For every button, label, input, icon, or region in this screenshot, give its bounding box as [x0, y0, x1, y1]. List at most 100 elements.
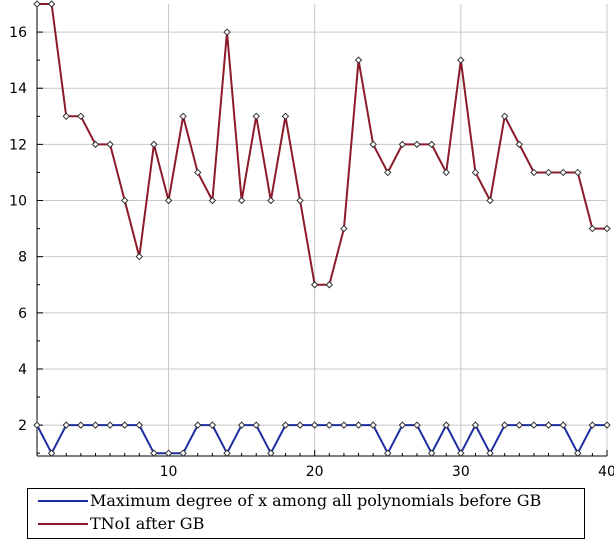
- data-point-s2-19: [296, 196, 304, 205]
- data-point-s2-28: [427, 140, 436, 149]
- data-point-s2-13: [208, 196, 217, 205]
- data-point-s1-25: [384, 449, 392, 457]
- data-point-s1-31: [471, 421, 480, 429]
- data-point-s1-32: [486, 449, 494, 457]
- legend-item-series-1: Maximum degree of x among all polynomial…: [28, 489, 584, 513]
- data-point-s2-5: [91, 140, 100, 149]
- x-tick-label-20: 20: [306, 464, 324, 480]
- data-point-s2-37: [559, 168, 567, 177]
- data-point-s1-33: [500, 421, 509, 429]
- data-point-s2-4: [77, 112, 85, 121]
- data-point-s2-35: [530, 168, 538, 177]
- data-point-s1-39: [588, 421, 597, 429]
- y-tick-label-2: 2: [18, 418, 27, 434]
- data-point-s1-13: [208, 421, 217, 429]
- data-point-s1-29: [442, 421, 450, 429]
- series-lines: [33, 0, 611, 457]
- y-tick-label-4: 4: [18, 362, 27, 378]
- data-point-s1-4: [77, 421, 85, 429]
- data-point-s1-38: [574, 449, 582, 457]
- data-point-s2-34: [515, 140, 524, 149]
- data-point-s2-26: [398, 140, 407, 149]
- data-point-s1-19: [296, 421, 304, 429]
- data-point-s1-17: [267, 449, 275, 457]
- data-point-s1-23: [354, 421, 363, 429]
- data-point-s2-40: [603, 224, 611, 233]
- data-point-s1-24: [369, 421, 377, 429]
- data-point-s1-35: [530, 421, 538, 429]
- data-point-s1-11: [179, 449, 187, 457]
- data-point-s1-12: [194, 421, 202, 429]
- data-point-s1-10: [164, 449, 173, 457]
- data-point-s1-6: [106, 421, 114, 429]
- data-point-s2-39: [588, 224, 597, 233]
- data-point-s2-3: [62, 112, 70, 121]
- axes: [36, 3, 608, 457]
- data-point-s2-25: [384, 168, 392, 177]
- y-tick-label-6: 6: [18, 306, 27, 322]
- data-point-s2-10: [164, 196, 173, 205]
- data-point-s1-26: [398, 421, 407, 429]
- data-point-s2-31: [471, 168, 480, 177]
- data-point-s2-33: [500, 112, 509, 121]
- data-point-s1-14: [223, 449, 231, 457]
- x-tick-label-10: 10: [160, 464, 178, 480]
- data-point-s1-7: [120, 421, 129, 429]
- y-tick-label-10: 10: [9, 194, 27, 210]
- data-point-s2-1: [33, 0, 41, 8]
- data-point-s1-18: [281, 421, 290, 429]
- series-line-1: [36, 424, 607, 455]
- data-point-s1-40: [603, 421, 611, 429]
- data-point-s2-20: [310, 281, 319, 289]
- data-point-s2-29: [442, 168, 450, 177]
- series-line-2: [37, 3, 607, 286]
- data-point-s2-17: [267, 196, 275, 205]
- data-point-s1-22: [340, 421, 348, 429]
- legend-label-series-1: Maximum degree of x among all polynomial…: [90, 491, 542, 510]
- y-tick-label-12: 12: [9, 137, 27, 153]
- data-point-s1-21: [325, 421, 334, 429]
- data-point-s2-21: [325, 281, 334, 289]
- data-point-s1-1: [33, 421, 41, 429]
- data-point-s2-24: [369, 140, 377, 149]
- data-point-s1-16: [252, 421, 260, 429]
- legend-item-series-2: TNoI after GB: [28, 512, 584, 536]
- data-point-s2-9: [150, 140, 158, 149]
- data-point-s2-16: [252, 112, 260, 121]
- legend-label-series-2: TNoI after GB: [90, 514, 205, 533]
- data-point-s1-8: [135, 421, 144, 429]
- data-point-s2-8: [135, 252, 144, 261]
- data-point-s2-38: [574, 168, 582, 177]
- data-point-s2-12: [194, 168, 202, 177]
- x-tick-label-30: 30: [452, 464, 470, 480]
- data-point-s1-27: [413, 421, 421, 429]
- data-point-s1-3: [62, 421, 70, 429]
- data-point-s2-18: [281, 112, 290, 121]
- data-point-s2-7: [120, 196, 129, 205]
- data-point-s2-30: [457, 56, 465, 64]
- data-point-s2-36: [544, 168, 553, 177]
- y-tick-label-8: 8: [18, 250, 27, 266]
- x-tick-label-40: 40: [598, 464, 614, 480]
- data-point-s2-11: [179, 112, 187, 121]
- data-point-s2-15: [237, 196, 246, 205]
- data-point-s1-34: [515, 421, 524, 429]
- data-point-s1-37: [559, 421, 567, 429]
- y-tick-label-16: 16: [9, 25, 27, 41]
- data-point-s2-27: [413, 140, 421, 149]
- y-tick-label-14: 14: [9, 81, 27, 97]
- data-point-s2-23: [354, 56, 363, 64]
- data-point-s1-20: [310, 421, 319, 429]
- data-point-s2-2: [47, 0, 56, 8]
- legend-swatch-series-1: [38, 500, 88, 502]
- data-point-s1-28: [427, 449, 436, 457]
- data-point-s2-14: [223, 28, 231, 36]
- data-point-s2-32: [486, 196, 494, 205]
- grid-lines: [37, 4, 608, 456]
- legend-swatch-series-2: [38, 523, 88, 525]
- data-point-s1-36: [544, 421, 553, 429]
- data-point-s1-2: [47, 449, 56, 457]
- data-point-s1-5: [91, 421, 100, 429]
- data-point-s1-30: [457, 449, 465, 457]
